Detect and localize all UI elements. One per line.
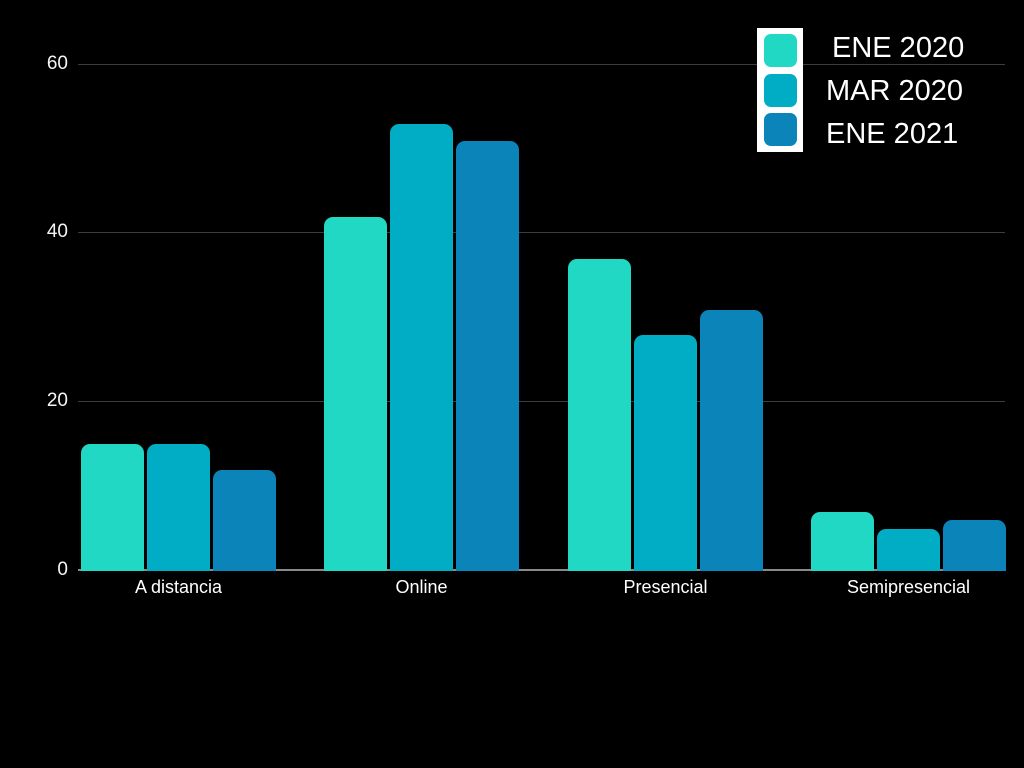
- y-tick-label-20: 20: [46, 389, 68, 411]
- bar-group-a-distancia: [81, 443, 276, 571]
- bar-mar-2020-semipresencial: [877, 528, 940, 571]
- bar-mar-2020-a-distancia: [147, 443, 210, 571]
- x-tick-label-semipresencial: Semipresencial: [846, 577, 971, 597]
- bar-ene-2021-semipresencial: [943, 519, 1006, 571]
- legend-labels: ENE 2020 MAR 2020 ENE 2021: [826, 27, 964, 156]
- y-tick-label-60: 60: [46, 52, 68, 74]
- y-tick-label-40: 40: [46, 221, 68, 243]
- legend-label-ene-2021: ENE 2021: [826, 118, 959, 150]
- bar-ene-2020-online: [324, 216, 387, 571]
- legend-label-mar-2020: MAR 2020: [826, 75, 964, 107]
- bar-ene-2021-online: [456, 140, 519, 571]
- gridline-60: [78, 63, 1005, 65]
- bar-mar-2020-presencial: [634, 334, 697, 571]
- bar-ene-2021-a-distancia: [213, 469, 276, 571]
- bar-mar-2020-online: [390, 123, 453, 571]
- bar-ene-2020-presencial: [568, 258, 631, 571]
- legend-swatch-ene-2020: [763, 34, 797, 67]
- x-tick-label-presencial: Presencial: [623, 577, 708, 597]
- bar-group-semipresencial: [811, 511, 1006, 571]
- bar-group-presencial: [568, 258, 763, 571]
- x-tick-label-a-distancia: A distancia: [134, 577, 223, 597]
- x-tick-label-online: Online: [395, 577, 448, 597]
- gridline-20: [78, 400, 1005, 402]
- legend-swatch-mar-2020: [763, 73, 797, 107]
- y-tick-label-0: 0: [57, 558, 68, 580]
- x-axis-baseline: [78, 568, 1005, 571]
- gridline-40: [78, 232, 1005, 234]
- legend-swatch-ene-2021: [763, 113, 797, 146]
- legend-swatch-panel: [757, 28, 803, 152]
- bar-ene-2020-semipresencial: [811, 511, 874, 571]
- bar-ene-2020-a-distancia: [81, 443, 144, 571]
- bar-ene-2021-presencial: [700, 309, 763, 571]
- bar-group-online: [324, 123, 519, 571]
- legend-label-ene-2020: ENE 2020: [832, 32, 965, 64]
